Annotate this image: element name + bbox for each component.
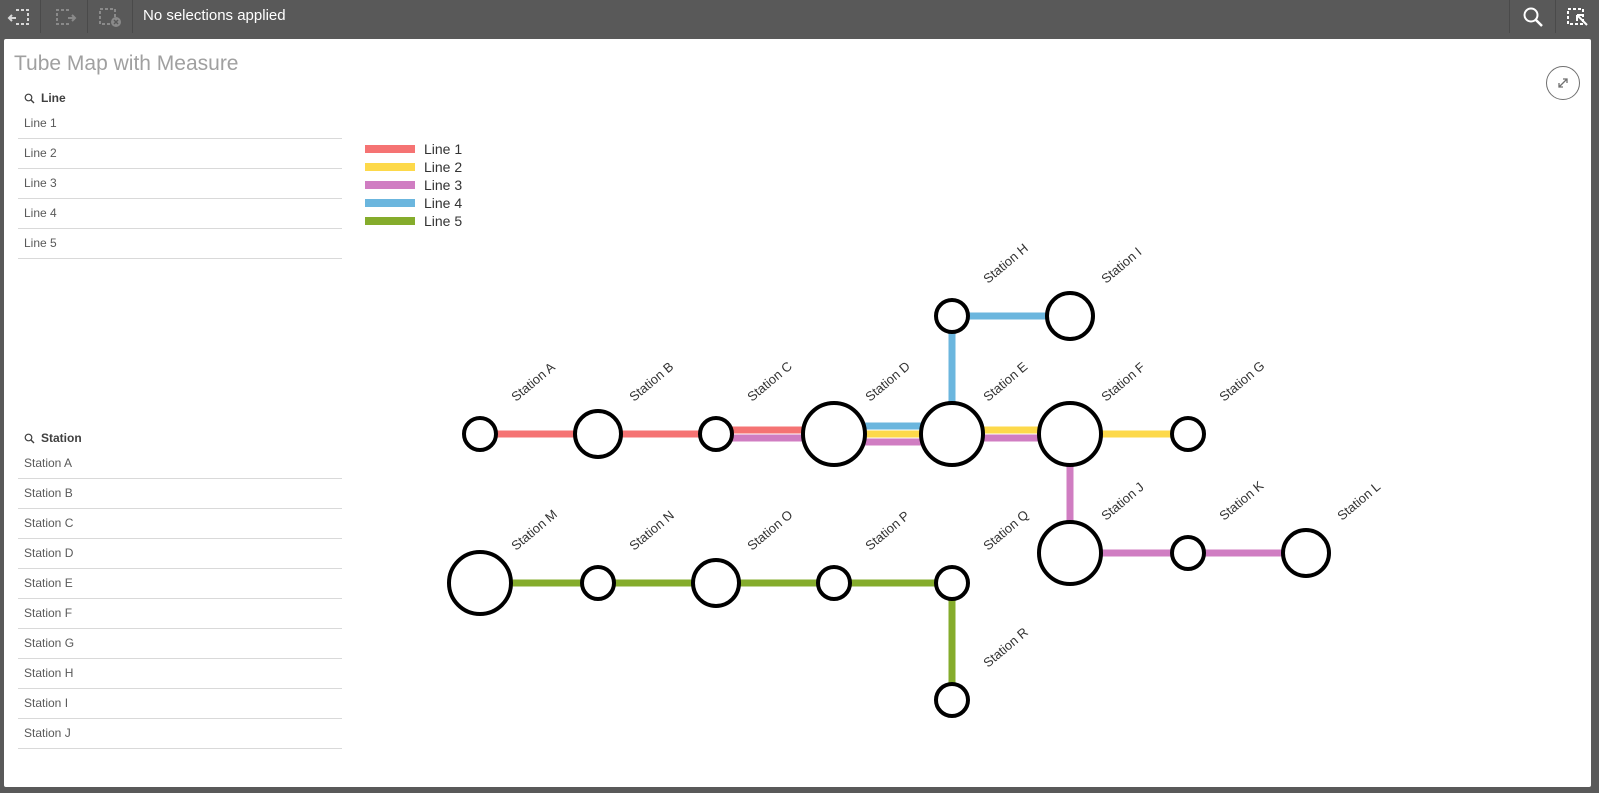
station-label-station-f: Station F	[1098, 359, 1148, 404]
list-item[interactable]: Line 4	[18, 199, 342, 229]
station-station-o	[691, 558, 741, 608]
station-label-station-p: Station P	[862, 508, 912, 553]
station-station-p	[816, 565, 852, 601]
station-station-i	[1045, 291, 1095, 341]
legend-swatch-line-5	[365, 217, 415, 225]
station-label-station-n: Station N	[626, 507, 677, 553]
legend-swatch-line-3	[365, 181, 415, 189]
selections-status: No selections applied	[143, 7, 286, 24]
list-item[interactable]: Station D	[18, 539, 342, 569]
station-label-station-o: Station O	[744, 507, 795, 553]
station-label-station-d: Station D	[862, 358, 913, 404]
station-station-j	[1037, 520, 1103, 586]
station-label-station-r: Station R	[980, 624, 1031, 670]
station-label-station-b: Station B	[626, 359, 676, 404]
smart-select-icon[interactable]	[1565, 4, 1591, 30]
station-station-m	[447, 550, 513, 616]
station-station-e	[919, 401, 985, 467]
expand-icon	[1556, 76, 1570, 90]
station-label-station-g: Station G	[1216, 358, 1267, 404]
station-station-c	[698, 416, 734, 452]
list-item[interactable]: Station C	[18, 509, 342, 539]
list-item[interactable]: Line 2	[18, 139, 342, 169]
station-station-h	[934, 298, 970, 334]
station-station-n	[580, 565, 616, 601]
station-label-station-l: Station L	[1334, 479, 1383, 523]
legend-swatch-line-2	[365, 163, 415, 171]
list-item[interactable]: Station A	[18, 449, 342, 479]
selection-back-icon[interactable]	[6, 4, 32, 30]
station-station-a	[462, 416, 498, 452]
line-filter-header[interactable]: Line	[18, 87, 342, 109]
station-station-b	[573, 409, 623, 459]
station-label-station-k: Station K	[1216, 478, 1266, 524]
legend-label-line-2: Line 2	[424, 159, 462, 175]
list-item[interactable]: Station K	[18, 749, 342, 756]
list-item[interactable]: Station J	[18, 719, 342, 749]
station-filter-list[interactable]: Station A Station B Station C Station D …	[18, 449, 342, 756]
selection-forward-icon[interactable]	[53, 4, 79, 30]
list-item[interactable]: Station H	[18, 659, 342, 689]
toolbar: No selections applied	[0, 0, 1599, 33]
legend-swatch-line-4	[365, 199, 415, 207]
page-title: Tube Map with Measure	[14, 52, 239, 75]
legend-label-line-5: Line 5	[424, 213, 462, 229]
search-icon	[24, 93, 35, 103]
legend-label-line-1: Line 1	[424, 141, 462, 157]
station-label-station-m: Station M	[508, 507, 560, 554]
list-item[interactable]: Station G	[18, 629, 342, 659]
station-station-l	[1281, 528, 1331, 578]
legend-swatch-line-1	[365, 145, 415, 153]
list-item[interactable]: Station I	[18, 689, 342, 719]
station-label-station-j: Station J	[1098, 479, 1146, 523]
station-station-k	[1170, 535, 1206, 571]
station-station-d	[801, 401, 867, 467]
list-item[interactable]: Line 3	[18, 169, 342, 199]
list-item[interactable]: Line 5	[18, 229, 342, 259]
tube-map-chart: Line 1 Line 2 Line 3 Line 4 Line 5 Station A S…	[365, 141, 1383, 718]
station-station-g	[1170, 416, 1206, 452]
station-filter: Station Station A Station B Station C St…	[18, 427, 342, 756]
line-filter: Line Line 1 Line 2 Line 3 Line 4 Line 5	[18, 87, 342, 259]
station-label-station-h: Station H	[980, 240, 1031, 286]
list-item[interactable]: Line 1	[18, 109, 342, 139]
clear-selections-icon[interactable]	[97, 4, 123, 30]
station-label-station-c: Station C	[744, 358, 795, 404]
legend-label-line-3: Line 3	[424, 177, 462, 193]
station-filter-header[interactable]: Station	[18, 427, 342, 449]
search-icon[interactable]	[1520, 4, 1546, 30]
station-label-station-i: Station I	[1098, 244, 1144, 286]
station-label-station-a: Station A	[508, 359, 558, 404]
search-icon	[24, 433, 35, 443]
station-label-station-e: Station E	[980, 359, 1030, 405]
station-filter-title: Station	[41, 431, 82, 445]
station-label-station-q: Station Q	[980, 507, 1031, 553]
station-station-r	[934, 682, 970, 718]
list-item[interactable]: Station B	[18, 479, 342, 509]
line-filter-list: Line 1 Line 2 Line 3 Line 4 Line 5	[18, 109, 342, 259]
station-station-q	[934, 565, 970, 601]
line-filter-title: Line	[41, 91, 66, 105]
sheet-panel: Tube Map with Measure Line Line 1 Line 2…	[4, 39, 1591, 787]
fullscreen-button[interactable]	[1546, 66, 1580, 100]
list-item[interactable]: Station E	[18, 569, 342, 599]
list-item[interactable]: Station F	[18, 599, 342, 629]
legend-label-line-4: Line 4	[424, 195, 462, 211]
station-station-f	[1037, 401, 1103, 467]
